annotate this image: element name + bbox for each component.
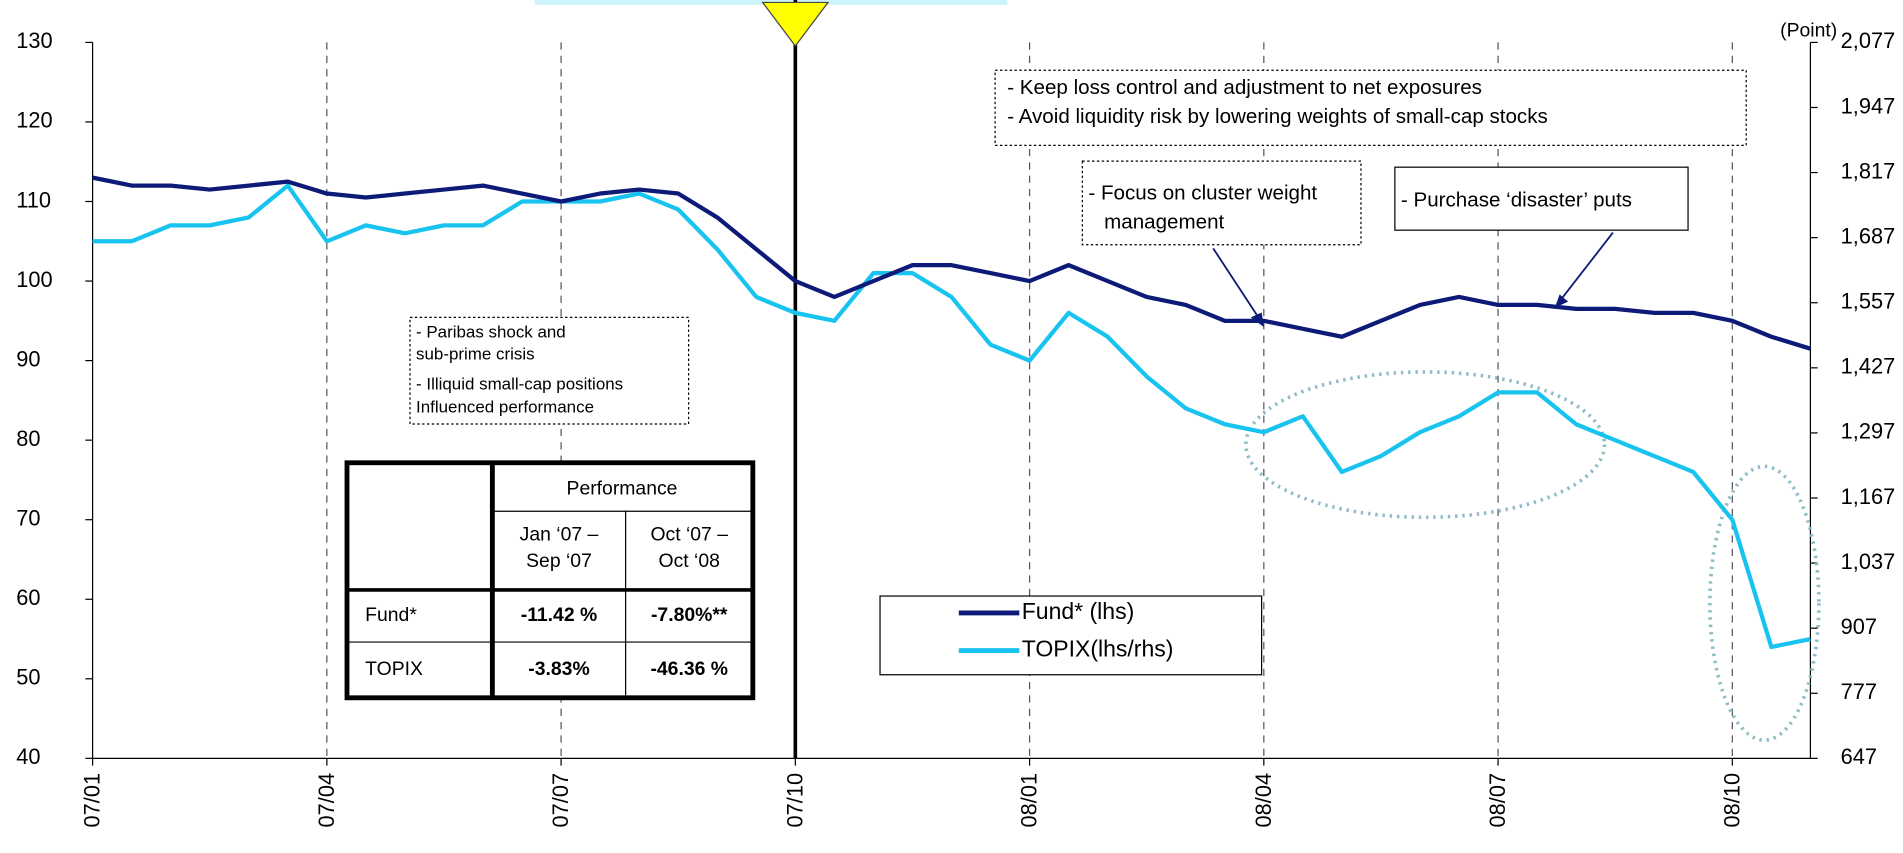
x-tick-label: 07/01 (80, 773, 105, 828)
annotation-box (1081, 160, 1362, 246)
annotation-arrow (1212, 247, 1263, 323)
annotation-text: management (1104, 210, 1224, 233)
y-tick-label: 90 (16, 346, 40, 371)
annotation-box (1394, 166, 1689, 231)
arrow-head (1554, 294, 1569, 308)
annotation-box (409, 316, 690, 425)
annotation-text: - Avoid liquidity risk by lowering weigh… (1007, 105, 1548, 128)
table-column-header: Jan ‘07 – (520, 524, 599, 546)
y-tick-label: 70 (16, 505, 40, 530)
y-tick-label: 110 (16, 187, 51, 212)
annotation-text: - Keep loss control and adjustment to ne… (1007, 76, 1482, 99)
series-line (92, 183, 1811, 650)
table-header: Performance (567, 478, 678, 500)
y2-axis-label: (Point) (1780, 20, 1837, 42)
y-tick-label: 100 (16, 267, 52, 292)
x-tick-label: 07/07 (548, 773, 573, 828)
arrow-head (1250, 312, 1265, 328)
annotation-text: - Focus on cluster weight (1088, 181, 1317, 204)
y-tick-label: 50 (16, 665, 40, 690)
x-tick-label: 08/01 (1017, 773, 1042, 828)
annotation-text: - Paribas shock and (416, 323, 566, 342)
y2-tick-label: 907 (1841, 614, 1877, 639)
y-tick-label: 120 (16, 108, 52, 133)
annotation-box (994, 69, 1747, 146)
y2-tick-label: 1,947 (1841, 93, 1896, 118)
table-cell: -46.36 % (650, 658, 728, 680)
table-column-header: Sep ‘07 (526, 550, 592, 572)
highlight-ellipse (1244, 370, 1607, 520)
table-cell: -3.83% (528, 658, 589, 680)
x-tick-label: 07/04 (314, 773, 339, 828)
legend-label: Fund* (lhs) (1022, 598, 1134, 624)
legend-label: TOPIX(lhs/rhs) (1022, 636, 1174, 662)
highlight-ellipse (1708, 464, 1821, 742)
y2-tick-label: 1,687 (1841, 223, 1896, 248)
series-line (92, 175, 1812, 351)
table-column-header: Oct ‘07 – (650, 524, 728, 546)
table-cell: Fund* (365, 604, 417, 626)
table-cell: TOPIX (365, 658, 423, 680)
y-tick-label: 60 (16, 585, 40, 610)
table-column-header: Oct ‘08 (659, 550, 720, 572)
y-tick-label: 40 (16, 744, 40, 769)
y2-tick-label: 1,297 (1841, 419, 1896, 444)
y2-tick-label: 1,427 (1841, 354, 1896, 379)
y-tick-label: 130 (16, 28, 52, 53)
table-cell: -7.80%** (651, 604, 728, 626)
y2-tick-label: 647 (1841, 744, 1877, 769)
y2-tick-label: 1,817 (1841, 158, 1896, 183)
x-tick-label: 08/10 (1719, 773, 1744, 828)
annotation-text: - Purchase ‘disaster’ puts (1401, 189, 1632, 212)
annotation-text: Influenced performance (416, 398, 594, 417)
legend-box (879, 595, 1263, 676)
event-marker (761, 1, 830, 48)
x-tick-label: 07/10 (782, 773, 807, 828)
table-cell: -11.42 % (521, 604, 597, 626)
y2-tick-label: 1,557 (1841, 289, 1896, 314)
x-tick-label: 08/04 (1251, 773, 1276, 828)
y2-tick-label: 2,077 (1841, 28, 1896, 53)
x-tick-label: 08/07 (1485, 773, 1510, 828)
y2-tick-label: 777 (1841, 679, 1877, 704)
y2-tick-label: 1,167 (1841, 484, 1896, 509)
annotation-text: - Illiquid small-cap positions (416, 375, 623, 394)
y2-tick-label: 1,037 (1841, 549, 1896, 574)
y-tick-label: 80 (16, 426, 40, 451)
table-border (344, 460, 756, 701)
annotation-arrow (1557, 232, 1614, 304)
annotation-text: sub-prime crisis (416, 344, 535, 363)
table-bg (346, 462, 753, 698)
